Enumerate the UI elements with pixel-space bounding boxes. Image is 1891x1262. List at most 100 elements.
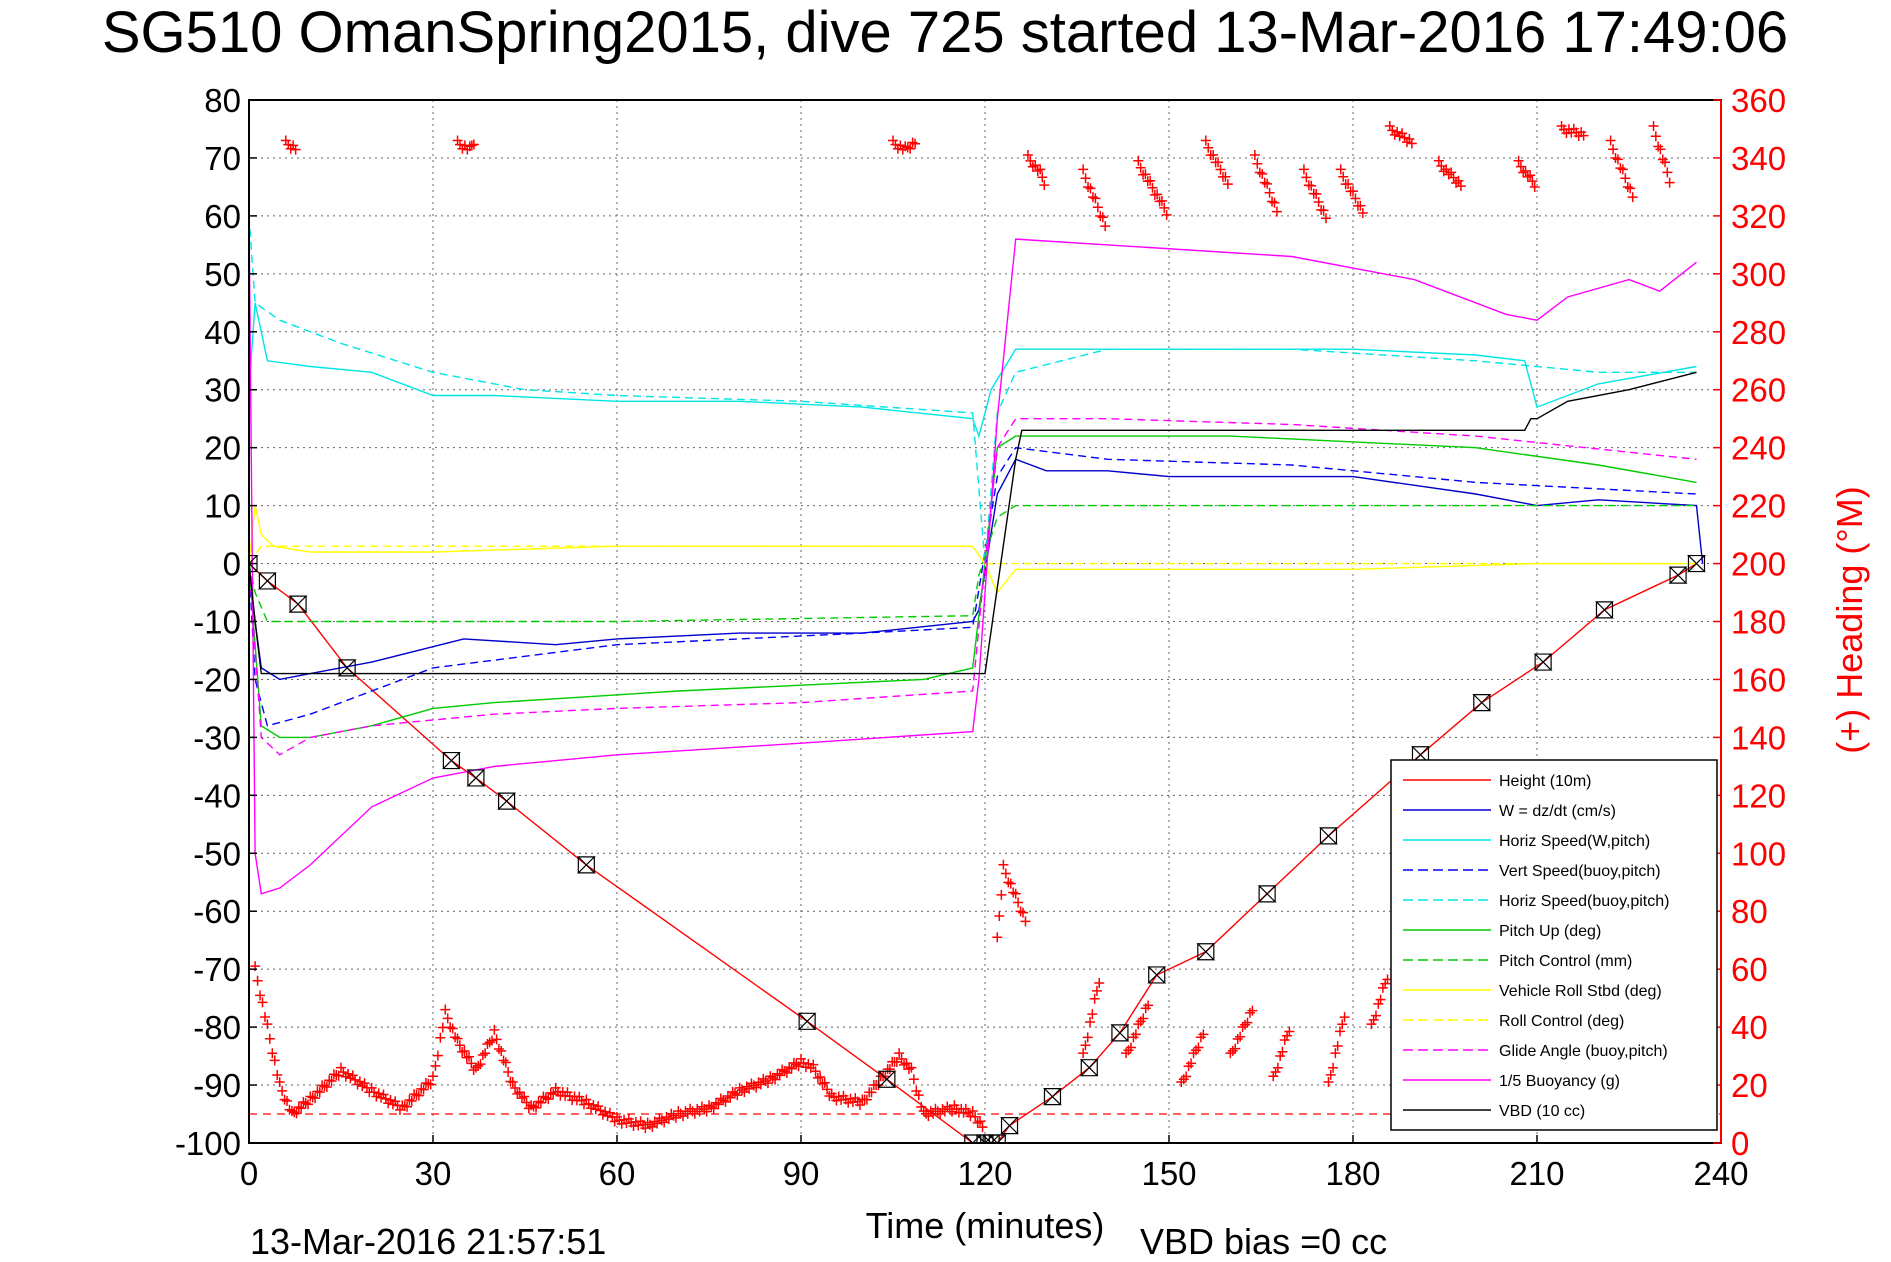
heading-marker [425,1079,436,1090]
heading-marker [324,1075,335,1086]
heading-marker [588,1099,599,1110]
depth-marker [1147,966,1167,984]
heading-marker [507,1077,518,1088]
heading-marker [1085,183,1096,194]
heading-marker [725,1092,736,1103]
heading-marker [1085,1016,1096,1027]
heading-marker [373,1088,384,1099]
heading-marker [1020,916,1031,927]
heading-marker [487,1035,498,1046]
heading-marker [519,1091,530,1102]
heading-marker [430,1060,441,1071]
heading-marker [452,135,463,146]
footer-vbd-bias: VBD bias =0 cc [1140,1221,1387,1262]
heading-marker [1078,164,1089,175]
series-line [249,215,1697,564]
heading-marker [604,1107,615,1118]
heading-marker [1615,163,1626,174]
heading-marker [888,135,898,146]
depth-marker [1079,1059,1099,1077]
heading-marker [262,1019,273,1030]
heading-marker [819,1077,830,1088]
series-line [249,446,1697,727]
heading-marker [1213,157,1224,168]
heading-marker [1240,1019,1251,1030]
heading-marker [1520,165,1531,176]
y-tick-label: 0 [223,546,241,583]
heading-marker [977,1122,988,1133]
heading-marker [257,997,268,1008]
heading-marker [282,1095,293,1106]
heading-marker [477,1049,488,1060]
heading-marker [762,1078,773,1089]
depth-marker [1043,1088,1062,1106]
heading-marker [732,1090,743,1101]
heading-marker [428,1071,438,1082]
heading-marker [390,1096,401,1107]
y2-tick-label: 0 [1731,1125,1749,1162]
x-tick-label: 90 [783,1155,820,1192]
heading-marker [1152,189,1163,200]
heading-marker [512,1088,523,1099]
heading-marker [1660,157,1671,168]
heading-marker [284,1104,295,1115]
heading-marker [464,141,475,152]
heading-marker [1375,994,1386,1005]
heading-marker [1080,173,1091,184]
depth-marker [337,659,357,677]
heading-marker [1371,1010,1381,1021]
heading-marker [1311,189,1322,200]
heading-marker [808,1059,819,1070]
series-line [249,435,1697,739]
heading-marker [1406,138,1417,149]
heading-marker [1275,1051,1286,1062]
heading-marker [1037,172,1048,183]
heading-marker [784,1062,795,1073]
y2-tick-label: 340 [1731,140,1786,177]
heading-marker [1125,1042,1136,1053]
heading-marker [267,1048,278,1059]
heading-marker [1269,197,1280,208]
heading-marker [452,1033,463,1044]
heading-marker [911,1085,922,1096]
heading-marker [593,1101,604,1112]
y2-tick-label: 360 [1731,82,1786,119]
heading-marker [975,1116,986,1127]
heading-marker [903,1064,914,1075]
heading-marker [1130,1029,1141,1040]
heading-marker [1522,171,1533,182]
heading-marker [1397,128,1408,139]
depth-marker [441,751,461,770]
heading-marker [1087,192,1098,203]
heading-marker [701,1106,712,1117]
heading-marker [1143,1000,1154,1011]
heading-marker [288,140,299,151]
heading-marker [722,1091,733,1102]
heading-marker [1268,1071,1279,1082]
heading-marker [1313,196,1324,207]
heading-marker [435,1032,446,1043]
heading-marker [1030,160,1041,171]
heading-marker [786,1063,797,1074]
heading-marker [1193,1042,1204,1053]
heading-marker [1147,182,1158,193]
heading-marker [1186,1058,1197,1069]
heading-marker [459,1045,470,1056]
y2-tick-label: 240 [1731,430,1786,467]
heading-marker [1008,887,1019,898]
heading-marker [822,1084,833,1095]
depth-marker [1668,566,1688,584]
heading-marker [1298,164,1309,175]
heading-marker [303,1099,314,1110]
depth-marker [963,1134,983,1143]
legend-entry: VBD (10 cc) [1499,1103,1585,1120]
heading-marker [533,1096,544,1107]
heading-marker [1662,167,1673,178]
heading-marker [1337,1019,1348,1030]
heading-marker [1279,1035,1290,1046]
heading-marker [908,1074,919,1085]
depth-marker [987,1134,1007,1143]
heading-marker [1092,202,1103,213]
heading-marker [548,1089,559,1100]
y-tick-label: -80 [193,1009,241,1046]
